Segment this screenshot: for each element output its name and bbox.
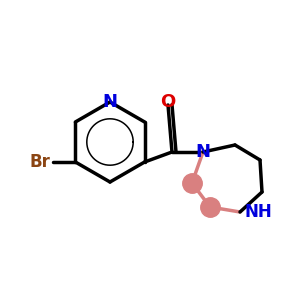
Text: N: N (196, 143, 211, 161)
Text: N: N (103, 93, 118, 111)
Text: O: O (160, 93, 175, 111)
Text: NH: NH (244, 203, 272, 221)
Text: Br: Br (29, 153, 50, 171)
